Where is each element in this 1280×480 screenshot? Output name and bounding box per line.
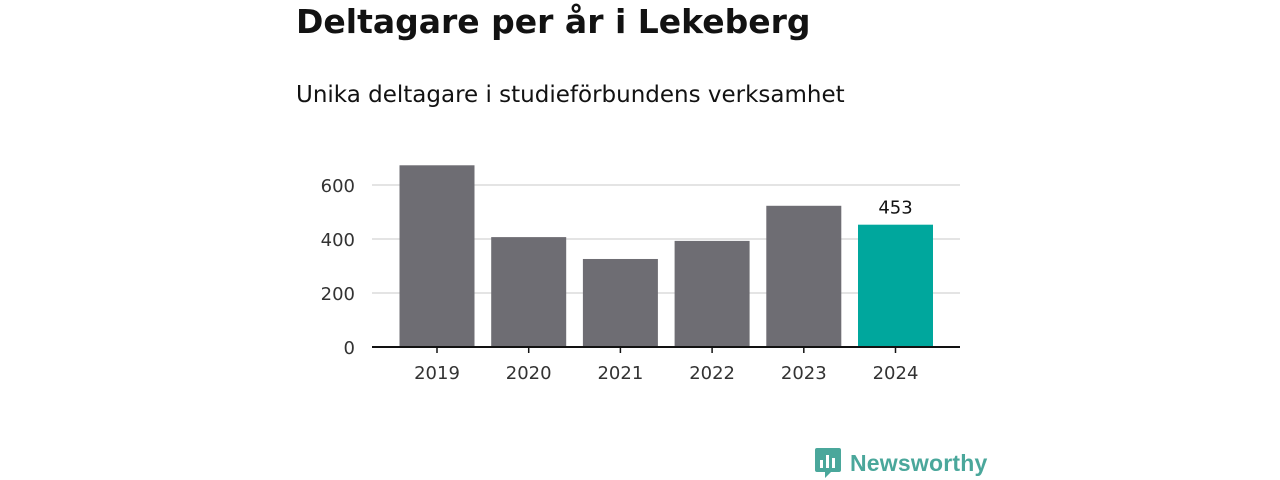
chart-title: Deltagare per år i Lekeberg bbox=[296, 2, 811, 41]
y-tick-label: 600 bbox=[321, 176, 355, 197]
bar-2024 bbox=[858, 224, 933, 347]
bar-2021 bbox=[582, 258, 658, 347]
data-labels: 453 bbox=[878, 198, 912, 219]
data-label-2024: 453 bbox=[878, 198, 912, 219]
x-tick-label: 2021 bbox=[597, 363, 643, 384]
y-tick-label: 400 bbox=[321, 230, 355, 251]
y-tick-label: 200 bbox=[321, 284, 355, 305]
bars bbox=[399, 165, 933, 347]
chart-subtitle: Unika deltagare i studieförbundens verks… bbox=[296, 82, 845, 108]
y-tick-label: 0 bbox=[344, 338, 355, 359]
bar-2023 bbox=[766, 205, 842, 347]
brand-name: Newsworthy bbox=[850, 449, 988, 476]
newsworthy-logo-icon bbox=[815, 448, 841, 478]
x-tick-label: 2023 bbox=[781, 363, 827, 384]
x-tick-label: 2020 bbox=[506, 363, 552, 384]
y-axis-ticks: 0 200 400 600 bbox=[321, 176, 355, 359]
bar-2020 bbox=[491, 237, 567, 347]
x-tick-label: 2024 bbox=[873, 363, 919, 384]
x-tick-label: 2022 bbox=[689, 363, 735, 384]
x-axis-ticks: 2019 2020 2021 2022 2023 2024 bbox=[414, 347, 918, 384]
bar-2019 bbox=[399, 165, 475, 347]
bar-2022 bbox=[674, 240, 750, 347]
newsworthy-logo: Newsworthy bbox=[814, 446, 987, 480]
x-tick-label: 2019 bbox=[414, 363, 460, 384]
